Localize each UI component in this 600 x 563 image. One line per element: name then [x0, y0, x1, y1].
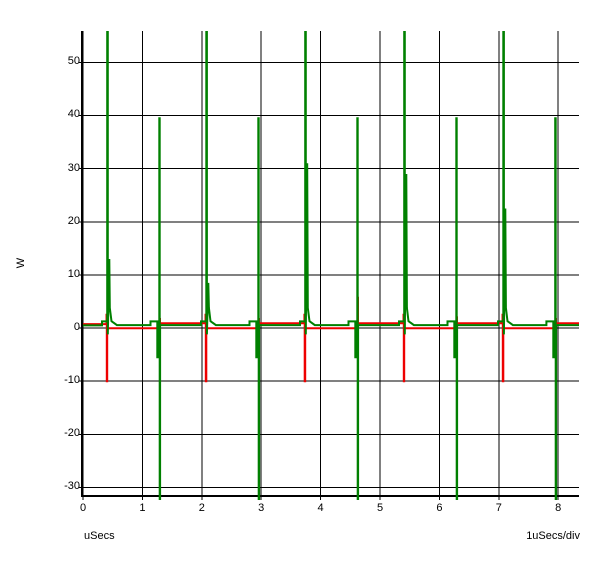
x-scale-note: 1uSecs/div [526, 530, 580, 542]
y-tick-label: 40 [67, 108, 80, 121]
y-tick-label: 10 [67, 267, 80, 280]
x-tick-label: 0 [79, 502, 87, 514]
x-tick-label: 8 [555, 502, 562, 514]
y-tick-label: 50 [67, 55, 80, 68]
trace-green-power-trace [83, 31, 579, 500]
x-tick-label: 7 [495, 502, 502, 514]
traces [83, 31, 579, 500]
x-axis-label: uSecs [84, 530, 115, 542]
x-tick-label: 6 [436, 502, 443, 514]
x-tick-label: 3 [258, 502, 265, 514]
y-tick-label: -20 [64, 427, 80, 440]
x-tick-label: 1 [139, 502, 146, 514]
x-tick-label: 2 [198, 502, 205, 514]
x-tick-label: 5 [376, 502, 384, 514]
y-axis-label: W [15, 257, 27, 269]
y-tick-label: -30 [64, 480, 80, 493]
axes [81, 31, 579, 497]
y-tick-label: 30 [67, 161, 80, 174]
x-tick-label: 4 [317, 502, 324, 514]
y-tick-label: 20 [67, 214, 80, 227]
grid-lines [79, 31, 579, 500]
y-tick-label: -10 [64, 374, 80, 387]
y-tick-label: 0 [73, 321, 80, 334]
